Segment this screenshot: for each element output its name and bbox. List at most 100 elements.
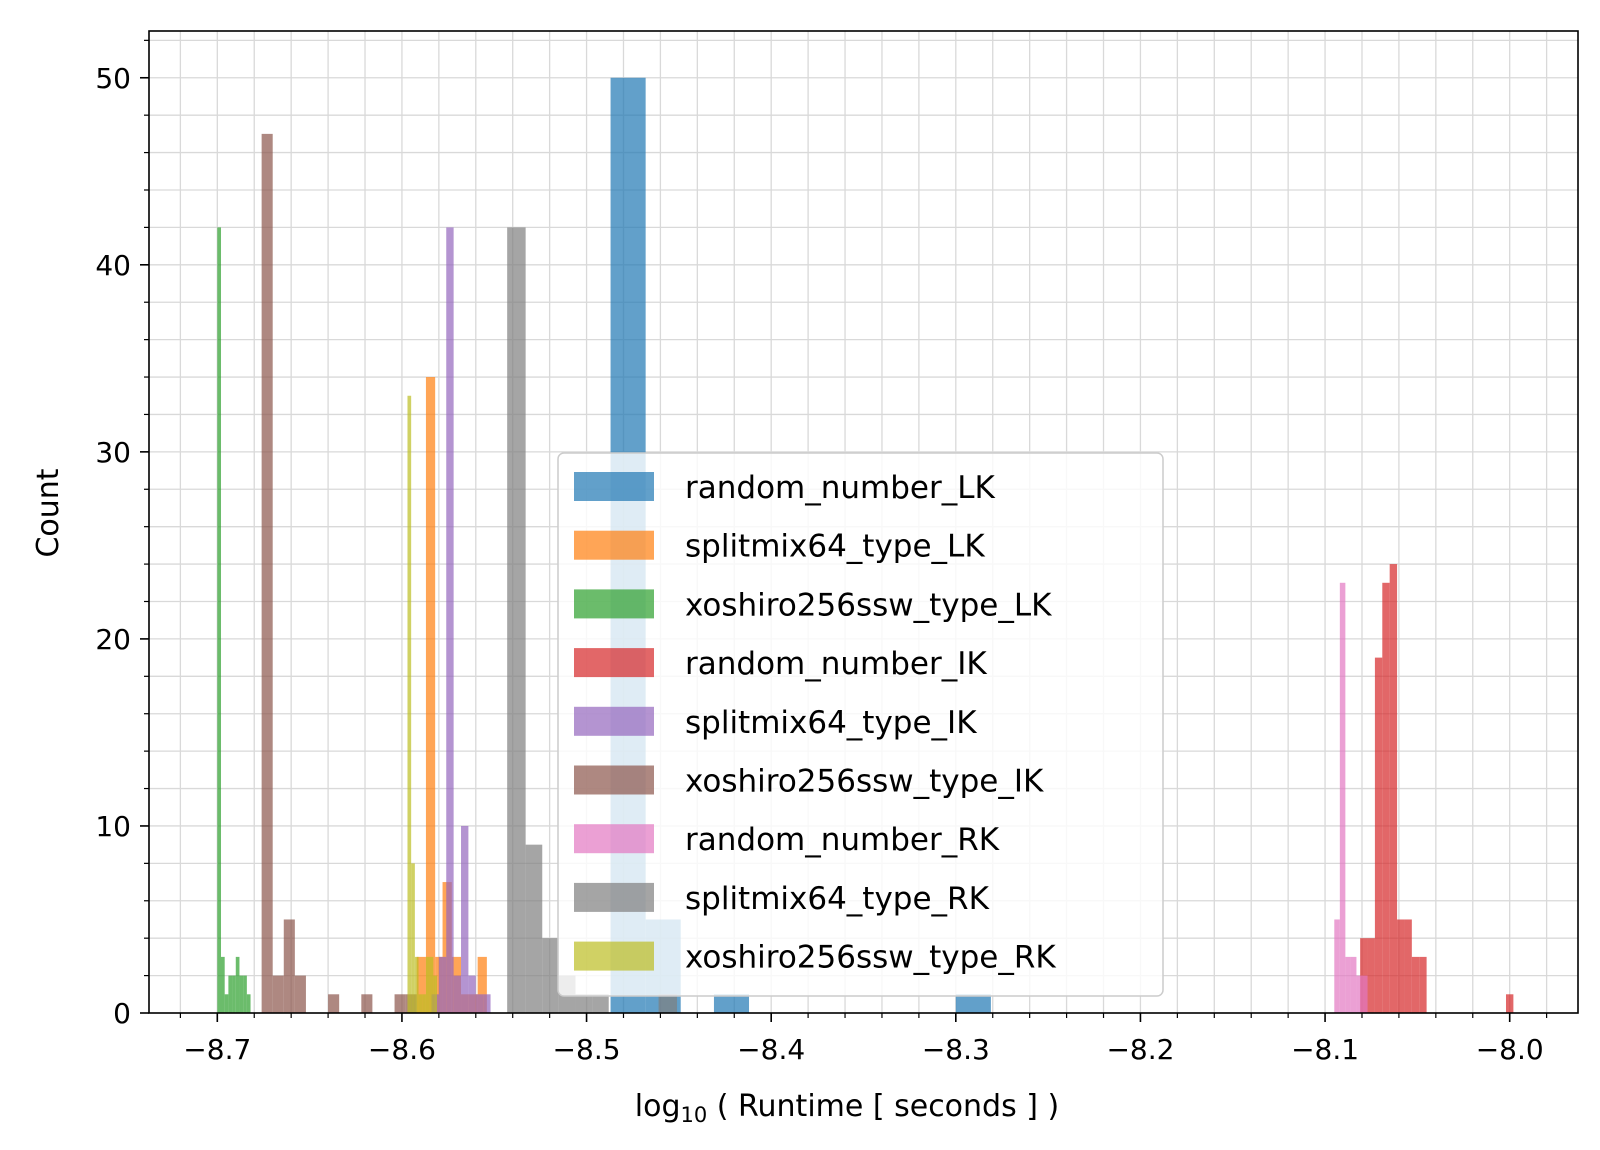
y-tick-label: 20: [95, 623, 131, 656]
x-axis-label-rest: ( Runtime [ seconds ] ): [707, 1089, 1059, 1124]
bar-xoshiro256ssw_type_LK: [235, 956, 240, 1013]
x-tick-label: −8.1: [1291, 1033, 1359, 1066]
legend-label: xoshiro256ssw_type_RK: [685, 940, 1056, 976]
legend: random_number_LK splitmix64_type_LKxoshir…: [557, 452, 1164, 997]
x-axis-label-log: log: [635, 1089, 681, 1124]
bar-xoshiro256ssw_type_IK: [261, 133, 273, 1013]
legend-label: random_number_RK: [685, 822, 1000, 858]
bar-random_number_RK: [1345, 956, 1351, 1013]
y-tick-label: 30: [95, 436, 131, 469]
bar-xoshiro256ssw_type_RK: [425, 956, 430, 1013]
bar-random_number_IK: [1367, 938, 1375, 1013]
legend-label: splitmix64_type_IK: [685, 705, 977, 741]
y-tick-label: 50: [95, 62, 131, 95]
legend-label: random_number_IK: [685, 646, 987, 682]
legend-swatch: [574, 648, 654, 678]
bar-xoshiro256ssw_type_IK: [394, 994, 406, 1013]
bar-random_number_IK: [1397, 919, 1405, 1013]
legend-swatch: [574, 589, 654, 619]
bar-splitmix64_type_LK: [477, 956, 487, 1013]
y-tick-label: 40: [95, 249, 131, 282]
x-tick-label: −8.4: [737, 1033, 805, 1066]
bar-splitmix64_type_RK: [575, 994, 593, 1013]
bar-random_number_IK: [1389, 564, 1398, 1013]
legend-label: xoshiro256ssw_type_IK: [685, 764, 1044, 800]
plot-border: [148, 30, 1579, 1014]
bar-splitmix64_type_IK: [438, 956, 447, 1013]
bar-xoshiro256ssw_type_LK: [228, 975, 233, 1013]
bar-random_number_RK: [1361, 975, 1368, 1013]
bar-xoshiro256ssw_type_LK: [217, 227, 222, 1013]
bar-xoshiro256ssw_type_LK: [239, 975, 244, 1013]
bar-xoshiro256ssw_type_RK: [433, 975, 438, 1013]
legend-label: random_number_LK: [685, 470, 995, 506]
bar-splitmix64_type_RK: [542, 938, 559, 1013]
x-axis-label: log10 ( Runtime [ seconds ] ): [635, 1089, 1059, 1127]
bar-splitmix64_type_IK: [461, 825, 469, 1013]
legend-swatch: [574, 765, 654, 795]
bar-random_number_IK: [1505, 994, 1514, 1013]
plot-frame: [148, 30, 1579, 1014]
legend-label: splitmix64_type_RK: [685, 881, 990, 917]
bar-xoshiro256ssw_type_LK: [243, 975, 247, 1013]
legend-label: xoshiro256ssw_type_LK: [685, 587, 1052, 623]
bar-xoshiro256ssw_type_IK: [272, 975, 284, 1013]
x-axis-label-subscript: 10: [681, 1103, 708, 1127]
bar-random_number_LK: [713, 994, 750, 1013]
bar-xoshiro256ssw_type_RK: [429, 956, 434, 1013]
histogram-bars: [217, 77, 1514, 1013]
legend-swatch: [574, 472, 654, 501]
bar-xoshiro256ssw_type_IK: [294, 975, 306, 1013]
legend-swatch: [574, 530, 654, 560]
y-tick-label: 0: [113, 997, 131, 1030]
bar-random_number_IK: [1374, 657, 1383, 1013]
legend-label: splitmix64_type_LK: [685, 529, 985, 565]
y-axis-label: Count: [31, 468, 66, 557]
bar-xoshiro256ssw_type_IK: [361, 994, 373, 1013]
legend-box: [557, 452, 1164, 997]
bar-xoshiro256ssw_type_RK: [422, 994, 426, 1013]
bar-splitmix64_type_IK: [468, 975, 476, 1013]
bar-splitmix64_type_IK: [475, 994, 484, 1013]
bar-xoshiro256ssw_type_IK: [283, 919, 295, 1013]
bar-splitmix64_type_RK: [592, 994, 609, 1013]
bar-random_number_RK: [1339, 582, 1346, 1013]
legend-swatch: [574, 706, 654, 736]
legend-swatch: [574, 824, 654, 854]
bar-splitmix64_type_IK: [453, 975, 462, 1013]
bar-splitmix64_type_LK: [416, 956, 426, 1013]
legend-swatch: [574, 941, 654, 971]
x-tick-label: −8.2: [1106, 1033, 1174, 1066]
x-tick-label: −8.7: [183, 1033, 251, 1066]
bar-splitmix64_type_RK: [658, 994, 678, 1013]
bar-splitmix64_type_LK: [425, 377, 436, 1013]
bar-random_number_RK: [1356, 975, 1362, 1013]
bar-random_number_IK: [1411, 956, 1420, 1013]
bar-splitmix64_type_IK: [446, 227, 454, 1013]
bar-splitmix64_type_RK: [507, 227, 526, 1013]
bar-xoshiro256ssw_type_IK: [328, 994, 340, 1013]
x-tick-label: −8.6: [368, 1033, 436, 1066]
x-tick-label: −8.0: [1476, 1033, 1544, 1066]
y-tick-label: 10: [95, 810, 131, 843]
bar-splitmix64_type_RK: [525, 844, 543, 1013]
bar-random_number_LK: [955, 994, 991, 1013]
x-tick-label: −8.5: [553, 1033, 621, 1066]
bar-xoshiro256ssw_type_LK: [232, 975, 236, 1013]
bar-xoshiro256ssw_type_LK: [246, 994, 251, 1013]
bar-random_number_RK: [1334, 919, 1340, 1013]
bar-xoshiro256ssw_type_LK: [224, 994, 229, 1013]
bar-xoshiro256ssw_type_RK: [407, 395, 412, 1013]
bar-splitmix64_type_IK: [483, 994, 491, 1013]
legend-swatch: [574, 882, 654, 912]
x-tick-label: −8.3: [922, 1033, 990, 1066]
bar-random_number_IK: [1382, 582, 1390, 1013]
bar-random_number_IK: [1419, 956, 1427, 1013]
bar-random_number_RK: [1350, 956, 1357, 1013]
bar-xoshiro256ssw_type_RK: [414, 956, 419, 1013]
bar-xoshiro256ssw_type_LK: [221, 956, 225, 1013]
axis-ticks: −8.7 −8.6 −8.5 −8.4 −8.3 −8.2 −8.1 −8.0 0 10 20 30 4…: [95, 39, 1548, 1066]
bar-random_number_IK: [1404, 919, 1412, 1013]
